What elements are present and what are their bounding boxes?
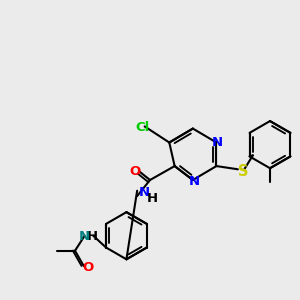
Text: Cl: Cl	[135, 121, 150, 134]
Text: N: N	[212, 136, 223, 149]
Text: N: N	[139, 186, 150, 200]
Text: H: H	[147, 192, 158, 205]
Text: O: O	[82, 261, 94, 274]
Text: N: N	[188, 175, 200, 188]
Text: O: O	[129, 165, 141, 178]
Text: N: N	[79, 230, 90, 243]
Text: H: H	[87, 230, 98, 243]
Text: S: S	[238, 164, 248, 179]
